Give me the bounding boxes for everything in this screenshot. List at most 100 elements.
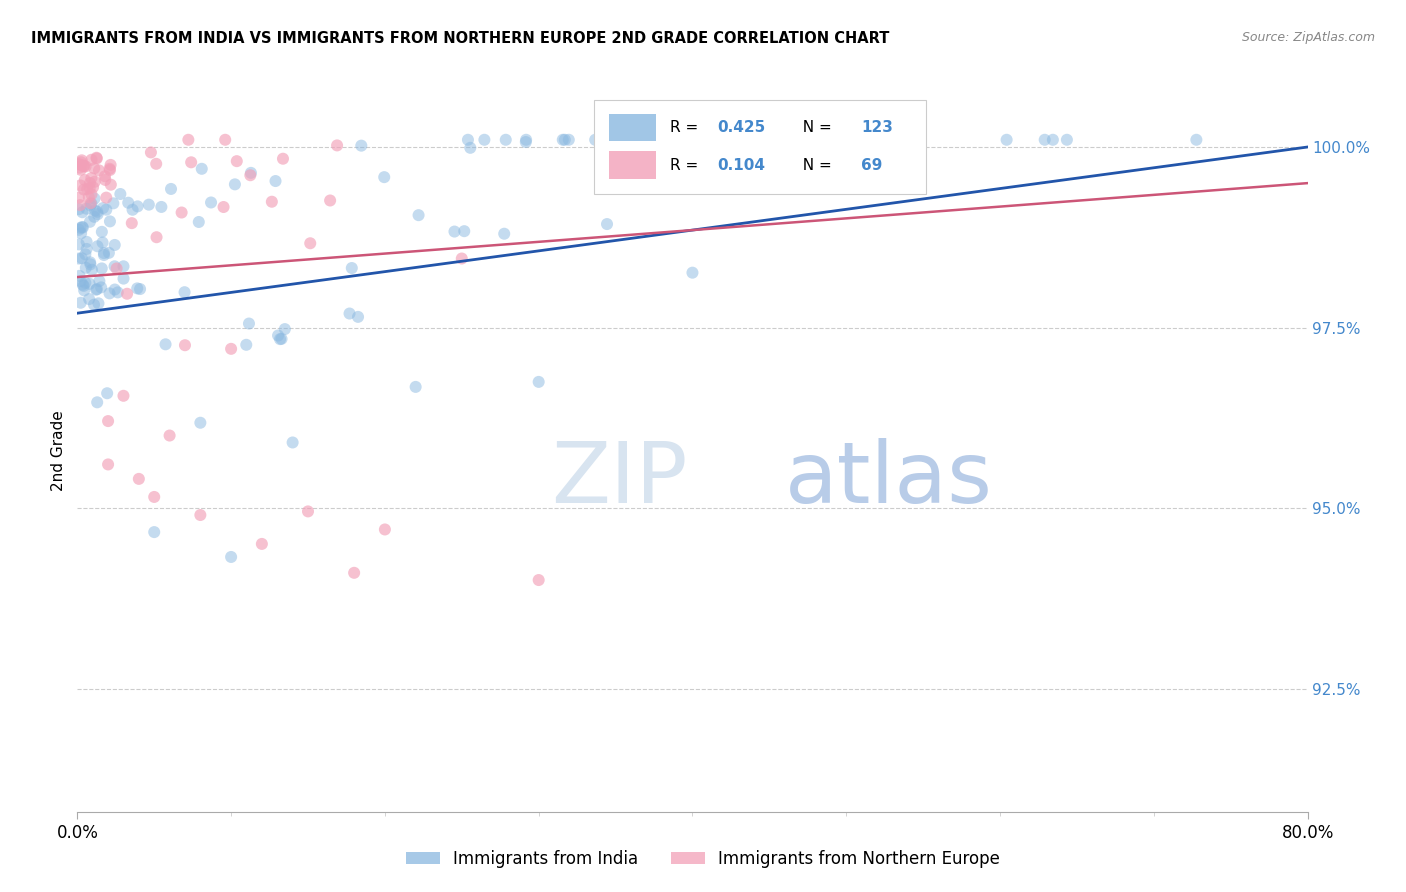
Point — [450, 252, 472, 266]
Point — [264, 174, 287, 188]
Point — [91, 235, 114, 250]
Point — [443, 225, 465, 239]
Text: 69: 69 — [860, 158, 883, 172]
Point — [187, 215, 209, 229]
Point — [80, 196, 103, 211]
Point — [527, 573, 550, 587]
Point — [86, 395, 108, 409]
Point — [73, 183, 96, 197]
Point — [139, 145, 162, 160]
Point — [326, 138, 349, 153]
Point — [100, 178, 122, 192]
Point — [103, 196, 125, 211]
Point — [69, 198, 91, 212]
Point — [67, 202, 90, 217]
Point — [77, 190, 100, 204]
Point — [319, 194, 342, 208]
Point — [83, 210, 105, 224]
Point — [159, 428, 181, 442]
Point — [96, 202, 118, 217]
Point — [121, 202, 143, 217]
Point — [239, 168, 262, 182]
Point — [80, 153, 103, 167]
Point — [98, 161, 121, 176]
Point — [591, 133, 613, 147]
Point — [271, 152, 294, 166]
Point — [343, 566, 366, 580]
Point — [69, 295, 91, 310]
Point — [405, 380, 427, 394]
Point — [83, 175, 105, 189]
Point — [69, 274, 91, 288]
Point — [1056, 133, 1078, 147]
Point — [551, 133, 574, 147]
Point — [67, 252, 90, 266]
Point — [224, 178, 246, 192]
Point — [73, 173, 96, 187]
Point — [239, 166, 262, 180]
Point — [115, 286, 138, 301]
Point — [91, 201, 114, 215]
Point — [112, 389, 135, 403]
Point — [835, 178, 858, 193]
Point — [76, 202, 98, 216]
Text: 123: 123 — [860, 120, 893, 135]
Point — [83, 161, 105, 176]
Point — [180, 155, 202, 169]
Point — [79, 255, 101, 269]
Point — [188, 416, 212, 430]
Point — [69, 178, 91, 193]
Point — [79, 215, 101, 229]
Point — [595, 133, 617, 147]
Point — [75, 247, 97, 261]
Point — [495, 133, 517, 147]
Point — [129, 282, 152, 296]
Text: ZIP: ZIP — [551, 438, 688, 521]
Point — [93, 248, 115, 262]
FancyBboxPatch shape — [595, 100, 927, 194]
Point — [93, 246, 115, 260]
Point — [143, 490, 166, 504]
Point — [745, 133, 768, 147]
Point — [339, 306, 361, 320]
Point — [350, 138, 373, 153]
Point — [70, 153, 93, 168]
Point — [112, 260, 135, 274]
Point — [297, 504, 319, 518]
Point — [995, 133, 1018, 147]
Point — [554, 133, 576, 147]
Point — [70, 252, 93, 266]
Point — [870, 133, 893, 147]
Point — [458, 141, 481, 155]
Point — [79, 176, 101, 190]
Point — [457, 133, 479, 147]
Point — [117, 195, 139, 210]
Point — [97, 458, 120, 472]
Text: atlas: atlas — [785, 438, 993, 521]
Point — [86, 282, 108, 296]
Point — [75, 276, 97, 290]
Point — [79, 277, 101, 291]
Point — [83, 192, 105, 206]
Point — [67, 161, 90, 175]
Point — [112, 271, 135, 285]
Text: 0.104: 0.104 — [717, 158, 765, 172]
Point — [98, 163, 121, 178]
Point — [82, 180, 104, 194]
Point — [70, 227, 93, 241]
Point — [1033, 133, 1056, 147]
Point — [98, 286, 121, 301]
Point — [682, 266, 704, 280]
Text: Source: ZipAtlas.com: Source: ZipAtlas.com — [1241, 31, 1375, 45]
Point — [200, 195, 222, 210]
Text: N =: N = — [793, 158, 837, 172]
Point — [84, 203, 107, 218]
Point — [72, 277, 94, 292]
Text: IMMIGRANTS FROM INDIA VS IMMIGRANTS FROM NORTHERN EUROPE 2ND GRADE CORRELATION C: IMMIGRANTS FROM INDIA VS IMMIGRANTS FROM… — [31, 31, 890, 46]
Point — [87, 163, 110, 178]
FancyBboxPatch shape — [609, 114, 655, 141]
Point — [69, 162, 91, 177]
Point — [143, 525, 166, 540]
Point — [80, 171, 103, 186]
Point — [94, 169, 117, 184]
